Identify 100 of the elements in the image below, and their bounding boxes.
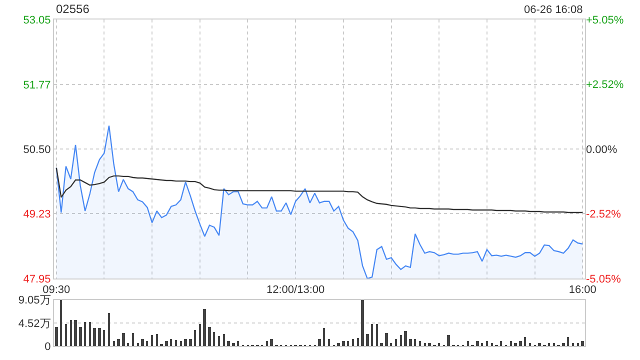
bar <box>237 340 239 346</box>
bar <box>146 340 148 346</box>
bar <box>481 342 483 346</box>
bar <box>189 338 192 346</box>
bar <box>404 330 407 346</box>
bar <box>270 338 273 346</box>
bar <box>538 342 541 346</box>
bar <box>122 332 125 346</box>
bar <box>385 332 388 346</box>
chart-title: 02556 <box>56 2 90 16</box>
x-tick-label: 16:00 <box>568 284 596 296</box>
bar <box>376 324 378 346</box>
bar <box>232 342 235 346</box>
y-tick-label: 49.23 <box>23 208 51 220</box>
bar <box>500 340 502 346</box>
bar <box>510 340 512 346</box>
bar <box>213 332 215 346</box>
bar <box>486 340 488 346</box>
bar <box>529 342 531 346</box>
bar <box>93 328 96 346</box>
bar <box>352 338 354 346</box>
y2-tick-label: +2.52% <box>586 79 624 92</box>
y2-tick-label: -2.52% <box>586 208 622 221</box>
bar <box>132 332 134 346</box>
bar <box>165 340 168 346</box>
bar <box>562 342 565 346</box>
bar <box>491 342 493 346</box>
bar <box>98 328 101 346</box>
bar <box>371 324 373 346</box>
y2-tick-label: -5.05% <box>586 273 622 286</box>
bar <box>476 340 479 346</box>
bar <box>194 330 196 346</box>
bar <box>428 342 431 346</box>
bar <box>218 336 220 346</box>
y-tick-label: 0 <box>44 341 51 354</box>
bar <box>424 342 426 346</box>
bar <box>337 342 340 346</box>
bar <box>553 342 555 346</box>
bar <box>357 338 359 346</box>
bar <box>180 340 182 346</box>
x-tick-label: 12:00/13:00 <box>266 284 325 296</box>
bar <box>74 320 77 346</box>
bar <box>400 334 402 346</box>
y-tick-label: 53.05 <box>23 14 51 26</box>
bar <box>223 334 225 346</box>
bar <box>548 342 550 346</box>
bar <box>577 342 579 346</box>
y-tick-label: 51.77 <box>23 79 51 92</box>
bar <box>208 326 211 346</box>
bar <box>414 338 416 346</box>
bar <box>156 334 158 346</box>
bar <box>366 334 369 346</box>
bar <box>89 322 91 346</box>
y2-tick-label: 0.00% <box>586 144 618 156</box>
bar <box>409 338 412 346</box>
bar <box>395 338 397 346</box>
bar <box>328 338 330 346</box>
bar <box>323 328 325 346</box>
bar <box>342 340 345 346</box>
bar <box>519 340 522 346</box>
bar <box>581 340 584 346</box>
bar <box>175 340 177 346</box>
bar <box>127 342 129 346</box>
bar <box>79 326 82 346</box>
y-tick-label: 4.52万 <box>18 318 51 330</box>
bar <box>447 334 450 346</box>
bar <box>108 312 110 346</box>
bar <box>227 340 230 346</box>
x-tick-label: 09:30 <box>42 284 70 296</box>
bar <box>438 342 440 346</box>
bar <box>70 320 72 346</box>
bar <box>390 342 392 346</box>
bar <box>572 342 574 346</box>
bar <box>65 324 67 346</box>
y-tick-label: 9.05万 <box>18 294 51 307</box>
bar <box>567 336 569 346</box>
bar <box>184 338 187 346</box>
bar <box>60 300 62 346</box>
bar <box>141 338 144 346</box>
bar <box>203 308 206 346</box>
bar <box>170 338 172 346</box>
line-series <box>56 167 584 214</box>
bar <box>117 338 120 346</box>
bar <box>419 340 421 346</box>
bar <box>55 326 58 346</box>
bar <box>151 334 153 346</box>
bar <box>266 340 268 346</box>
y-tick-label: 50.50 <box>23 144 51 156</box>
text: 06-26 16:08 <box>524 4 583 16</box>
bar <box>347 340 349 346</box>
bar <box>380 342 383 346</box>
bar <box>524 336 526 346</box>
bar <box>467 340 469 346</box>
bar <box>318 338 321 346</box>
bar <box>361 300 364 346</box>
bar <box>103 330 105 346</box>
bar <box>137 342 139 346</box>
y2-tick-label: +5.05% <box>586 14 624 26</box>
bar <box>199 324 201 346</box>
bar <box>514 342 517 346</box>
